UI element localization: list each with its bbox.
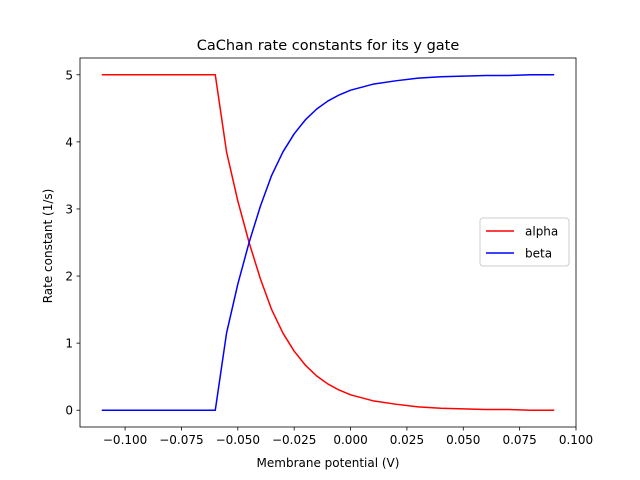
y-axis-ticks: 0 1 2 3 4 5 — [65, 68, 80, 418]
legend: alpha beta — [479, 217, 570, 267]
series-line-beta — [101, 74, 555, 411]
y-tick-label: 0 — [65, 404, 73, 418]
series-line-alpha — [101, 74, 555, 411]
legend-label-beta: beta — [525, 247, 552, 261]
legend-label-alpha: alpha — [525, 225, 558, 239]
x-tick-label: 0.025 — [390, 433, 424, 447]
y-axis-label: Rate constant (1/s) — [41, 189, 55, 304]
x-tick-label: −0.025 — [272, 433, 316, 447]
y-tick-label: 4 — [65, 135, 73, 149]
y-tick-label: 1 — [65, 337, 73, 351]
legend-box — [479, 217, 570, 267]
x-tick-label: −0.075 — [159, 433, 203, 447]
x-tick-label: 0.000 — [333, 433, 367, 447]
x-axis-ticks: −0.100 −0.075 −0.050 −0.025 0.000 0.025 0.050 0… — [103, 427, 593, 447]
x-tick-label: −0.100 — [103, 433, 147, 447]
y-tick-label: 2 — [65, 270, 73, 284]
x-axis-label: Membrane potential (V) — [257, 456, 400, 470]
plot-area — [79, 57, 577, 428]
y-tick-label: 3 — [65, 202, 73, 216]
x-tick-label: −0.050 — [216, 433, 260, 447]
axes-frame — [79, 57, 577, 428]
x-tick-label: 0.100 — [559, 433, 593, 447]
y-tick-label: 5 — [65, 68, 73, 82]
x-tick-label: 0.075 — [502, 433, 536, 447]
x-tick-label: 0.050 — [446, 433, 480, 447]
chart-title: CaChan rate constants for its y gate — [197, 38, 460, 54]
